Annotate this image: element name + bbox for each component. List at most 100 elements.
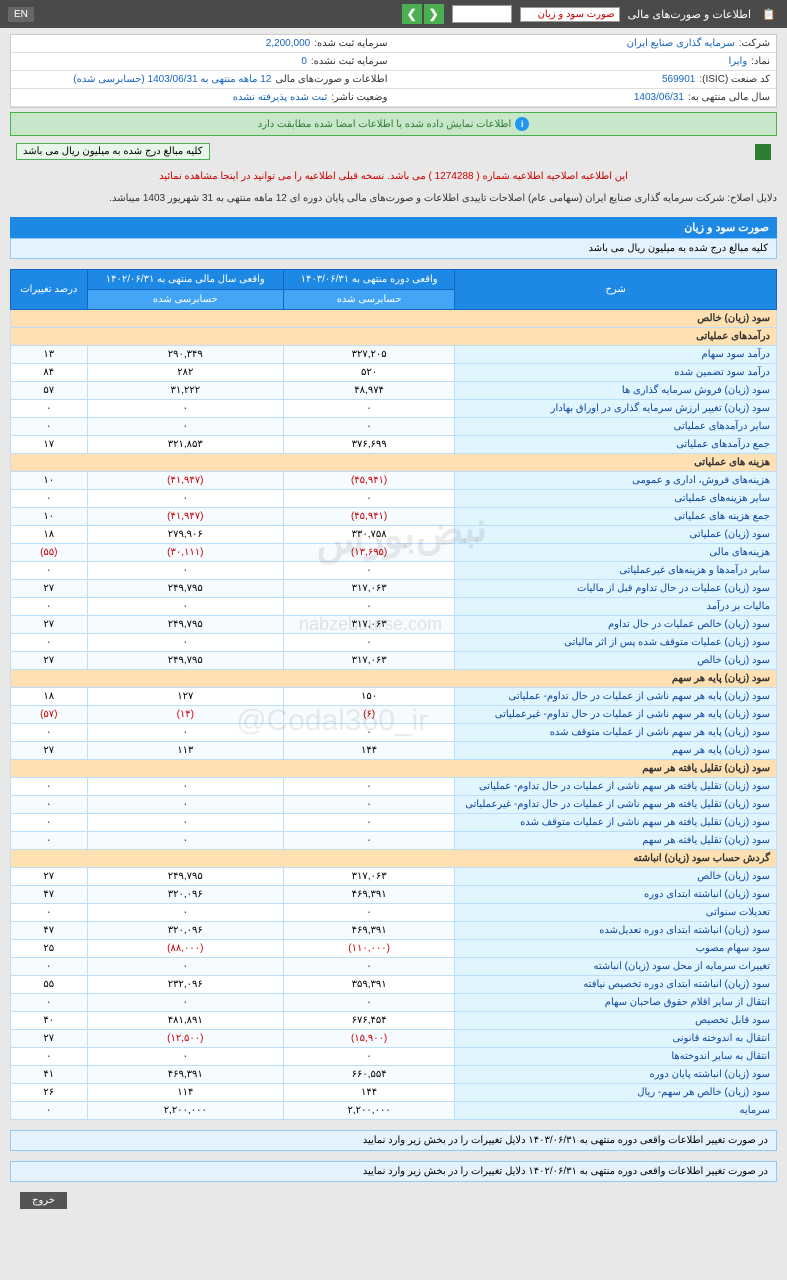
row-value: ۰ — [87, 994, 283, 1012]
row-value: ۰ — [283, 1048, 454, 1066]
row-label: درآمد سود سهام — [455, 346, 777, 364]
section-title: صورت سود و زیان — [10, 217, 777, 238]
row-value: ۰ — [87, 562, 283, 580]
row-value: ۱۲۷ — [87, 688, 283, 706]
row-value: ۲۷۹,۹۰۶ — [87, 526, 283, 544]
row-value: ۲۷ — [11, 580, 88, 598]
row-label: انتقال از سایر اقلام حقوق صاحبان سهام — [455, 994, 777, 1012]
row-label: سود (زیان) پایه هر سهم ناشی از عملیات در… — [455, 706, 777, 724]
row-value: (۶) — [283, 706, 454, 724]
row-value: (۴۱,۹۴۷) — [87, 508, 283, 526]
row-value: ۰ — [283, 418, 454, 436]
row-value: ۰ — [11, 598, 88, 616]
company-label: شرکت: — [739, 38, 770, 49]
row-value: ۴۶۹,۳۹۱ — [283, 922, 454, 940]
row-value: ۰ — [11, 778, 88, 796]
excel-icon[interactable] — [755, 144, 771, 160]
row-value: ۲۷ — [11, 868, 88, 886]
nav-prev-button[interactable]: ❮ — [424, 4, 444, 24]
company-value: سرمایه گذاری صنایع ایران — [627, 38, 735, 49]
row-label: سود (زیان) خالص — [455, 652, 777, 670]
row-value: ۰ — [11, 958, 88, 976]
row-label: درآمد سود تضمین شده — [455, 364, 777, 382]
row-value: ۲۵ — [11, 940, 88, 958]
row-label: تعدیلات سنواتی — [455, 904, 777, 922]
row-value: ۳۱۷,۰۶۳ — [283, 616, 454, 634]
row-value: ۰ — [283, 994, 454, 1012]
row-value: ۲۷ — [11, 1030, 88, 1048]
row-value: ۳۲۷,۲۰۵ — [283, 346, 454, 364]
isic-value: 569901 — [662, 74, 695, 85]
nav-next-button[interactable]: ❯ — [402, 4, 422, 24]
row-value: ۱۰ — [11, 472, 88, 490]
row-value: ۰ — [11, 994, 88, 1012]
row-value: ۰ — [11, 490, 88, 508]
publisher-status-value: ثبت شده پذیرفته نشده — [233, 92, 328, 103]
row-label: سود (زیان) انباشته ابتدای دوره تعدیل‌شده — [455, 922, 777, 940]
row-value: ۴۷ — [11, 886, 88, 904]
row-value: ۰ — [283, 562, 454, 580]
row-value: ۰ — [87, 814, 283, 832]
row-label: سود (زیان) انباشته ابتدای دوره — [455, 886, 777, 904]
amendment-reason: دلایل اصلاح: شرکت سرمایه گذاری صنایع ایر… — [10, 191, 777, 207]
row-value: ۱۱۳ — [87, 742, 283, 760]
symbol-value: وایرا — [728, 56, 747, 67]
row-value: ۴۰ — [11, 1012, 88, 1030]
row-value: ۰ — [87, 778, 283, 796]
row-value: (۴۵,۹۴۱) — [283, 472, 454, 490]
row-value: (۴۱,۹۴۷) — [87, 472, 283, 490]
row-value: ۲۹۰,۳۴۹ — [87, 346, 283, 364]
row-value: ۰ — [11, 400, 88, 418]
exit-button[interactable]: خروج — [20, 1192, 67, 1209]
row-value: ۰ — [283, 490, 454, 508]
row-value: ۰ — [283, 598, 454, 616]
row-label: سود سهام مصوب — [455, 940, 777, 958]
row-value: ۰ — [11, 832, 88, 850]
row-value: ۰ — [283, 400, 454, 418]
row-label: سایر درآمدها و هزینه‌های غیرعملیاتی — [455, 562, 777, 580]
row-value: (۱۴) — [87, 706, 283, 724]
row-value: ۰ — [87, 634, 283, 652]
row-label: سود (زیان) تقلیل یافته هر سهم ناشی از عم… — [455, 796, 777, 814]
row-value: (۳۰,۱۱۱) — [87, 544, 283, 562]
row-value: (۱۲,۵۰۰) — [87, 1030, 283, 1048]
row-value: ۲۴۹,۷۹۵ — [87, 616, 283, 634]
row-value: ۰ — [87, 400, 283, 418]
row-value: ۰ — [87, 832, 283, 850]
row-value: ۱۵۰ — [283, 688, 454, 706]
group-row: سود (زیان) پایه هر سهم — [11, 670, 777, 688]
row-label: تغییرات سرمایه از محل سود (زیان) انباشته — [455, 958, 777, 976]
row-value: ۰ — [87, 598, 283, 616]
col-prev-sub: حسابرسی شده — [87, 290, 283, 310]
isic-label: کد صنعت (ISIC): — [699, 74, 770, 85]
row-value: ۳۲۰,۰۹۶ — [87, 922, 283, 940]
row-value: ۲۷ — [11, 616, 88, 634]
capital-unreg-label: سرمایه ثبت نشده: — [311, 56, 388, 67]
row-value: ۲۴۹,۷۹۵ — [87, 580, 283, 598]
nav-dropdown[interactable]: صورت سود و زیان — [520, 7, 620, 22]
lang-en-button[interactable]: EN — [8, 7, 34, 22]
info-icon: i — [515, 117, 529, 131]
row-value: ۴۱ — [11, 1066, 88, 1084]
row-label: سود (زیان) خالص هر سهم- ریال — [455, 1084, 777, 1102]
row-value: ۴۸۱,۸۹۱ — [87, 1012, 283, 1030]
row-value: ۰ — [11, 418, 88, 436]
row-value: ۶۷۶,۴۵۴ — [283, 1012, 454, 1030]
row-label: سود قابل تخصیص — [455, 1012, 777, 1030]
row-label: سود (زیان) پایه هر سهم ناشی از عملیات در… — [455, 688, 777, 706]
row-value: (۱۳,۶۹۵) — [283, 544, 454, 562]
group-row: سود (زیان) تقلیل یافته هر سهم — [11, 760, 777, 778]
col-current: واقعی دوره منتهی به ۱۴۰۳/۰۶/۳۱ — [283, 270, 454, 290]
row-value: ۰ — [11, 634, 88, 652]
row-label: هزینه‌های فروش، اداری و عمومی — [455, 472, 777, 490]
row-value: ۳۱۷,۰۶۳ — [283, 868, 454, 886]
fiscal-year-label: سال مالی منتهی به: — [688, 92, 770, 103]
row-label: سایر هزینه‌های عملیاتی — [455, 490, 777, 508]
dropdown-empty[interactable] — [452, 5, 512, 23]
row-label: هزینه‌های مالی — [455, 544, 777, 562]
row-value: ۰ — [283, 904, 454, 922]
row-value: ۰ — [11, 904, 88, 922]
row-value: ۲۶ — [11, 1084, 88, 1102]
header-bar: 📋 اطلاعات و صورت‌های مالی صورت سود و زیا… — [0, 0, 787, 28]
company-info-panel: شرکت: سرمایه گذاری صنایع ایران سرمایه ثبت… — [10, 34, 777, 108]
